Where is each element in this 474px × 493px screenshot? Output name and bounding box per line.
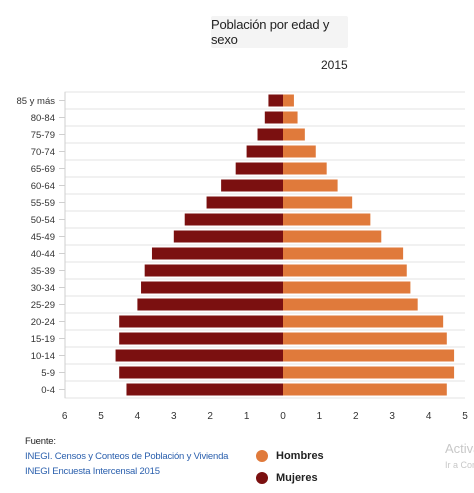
- bar-mujeres: [137, 298, 283, 311]
- y-tick-label: 45-49: [31, 232, 55, 243]
- y-tick-label: 20-24: [31, 317, 55, 328]
- bar-hombres: [283, 128, 305, 141]
- bar-hombres: [283, 281, 411, 294]
- watermark-line-1: Activa: [445, 441, 474, 456]
- legend: Hombres Mujeres: [256, 446, 324, 490]
- y-tick-label: 15-19: [31, 334, 55, 345]
- y-tick-label: 75-79: [31, 130, 55, 141]
- bar-mujeres: [115, 349, 283, 362]
- bar-hombres: [283, 332, 447, 345]
- bar-hombres: [283, 145, 316, 158]
- y-tick-label: 25-29: [31, 300, 55, 311]
- source-block: Fuente: INEGI. Censos y Conteos de Pobla…: [25, 434, 228, 479]
- bar-hombres: [283, 315, 444, 328]
- bar-mujeres: [264, 111, 283, 124]
- bar-mujeres: [206, 196, 283, 209]
- y-tick-label: 40-44: [31, 249, 55, 260]
- x-tick-label: 6: [62, 411, 68, 422]
- chart-subtitle-year: 2015: [321, 58, 348, 72]
- bar-hombres: [283, 230, 382, 243]
- legend-swatch-mujeres: [256, 471, 268, 484]
- bar-mujeres: [221, 179, 283, 192]
- bar-mujeres: [119, 315, 283, 328]
- bar-mujeres: [235, 162, 283, 175]
- legend-item-hombres[interactable]: Hombres: [256, 446, 324, 465]
- bar-hombres: [283, 366, 455, 379]
- x-tick-label: 2: [207, 411, 213, 422]
- x-tick-label: 4: [135, 411, 141, 422]
- bar-hombres: [283, 383, 447, 396]
- bar-hombres: [283, 213, 371, 226]
- bar-hombres: [283, 298, 418, 311]
- watermark-line-2: Ir a Con: [445, 460, 474, 470]
- bar-mujeres: [173, 230, 283, 243]
- bar-mujeres: [119, 332, 283, 345]
- y-tick-label: 0-4: [41, 385, 55, 396]
- x-tick-label: 0: [280, 411, 286, 422]
- bar-mujeres: [126, 383, 283, 396]
- y-tick-label: 5-9: [41, 368, 55, 379]
- legend-swatch-hombres: [256, 449, 268, 462]
- y-tick-label: 10-14: [31, 351, 55, 362]
- bar-mujeres: [257, 128, 283, 141]
- y-tick-label: 85 y más: [16, 96, 55, 107]
- bar-hombres: [283, 264, 407, 277]
- legend-item-mujeres[interactable]: Mujeres: [256, 468, 324, 487]
- bar-mujeres: [151, 247, 283, 260]
- y-tick-label: 35-39: [31, 266, 55, 277]
- bar-mujeres: [119, 366, 283, 379]
- x-tick-label: 3: [389, 411, 395, 422]
- bar-mujeres: [184, 213, 283, 226]
- bar-mujeres: [141, 281, 283, 294]
- chart-title: Población por edad y sexo: [211, 16, 348, 48]
- population-pyramid-chart: 85 y más80-8475-7970-7465-6960-6455-5950…: [16, 91, 468, 422]
- x-tick-label: 4: [426, 411, 432, 422]
- bar-hombres: [283, 94, 294, 107]
- y-tick-label: 50-54: [31, 215, 55, 226]
- bar-hombres: [283, 247, 404, 260]
- y-tick-label: 60-64: [31, 181, 55, 192]
- bar-mujeres: [144, 264, 283, 277]
- legend-label-hombres: Hombres: [276, 449, 324, 462]
- bar-hombres: [283, 196, 353, 209]
- bar-hombres: [283, 179, 338, 192]
- x-tick-label: 1: [244, 411, 250, 422]
- y-tick-label: 80-84: [31, 113, 55, 124]
- x-tick-label: 3: [171, 411, 177, 422]
- bar-hombres: [283, 111, 298, 124]
- y-tick-label: 65-69: [31, 164, 55, 175]
- bar-mujeres: [246, 145, 283, 158]
- source-label: Fuente:: [25, 436, 56, 447]
- source-link-censos[interactable]: INEGI. Censos y Conteos de Población y V…: [25, 451, 229, 462]
- bar-hombres: [283, 349, 455, 362]
- source-link-encuesta[interactable]: INEGI Encuesta Intercensal 2015: [25, 466, 160, 477]
- windows-activation-watermark: Activa Ir a Con: [445, 441, 474, 473]
- y-tick-label: 70-74: [31, 147, 55, 158]
- x-tick-label: 5: [462, 411, 468, 422]
- x-tick-label: 5: [98, 411, 104, 422]
- y-tick-label: 30-34: [31, 283, 55, 294]
- y-tick-label: 55-59: [31, 198, 55, 209]
- x-tick-label: 2: [353, 411, 359, 422]
- legend-label-mujeres: Mujeres: [276, 471, 318, 484]
- bar-mujeres: [268, 94, 283, 107]
- x-tick-label: 1: [317, 411, 323, 422]
- bar-hombres: [283, 162, 327, 175]
